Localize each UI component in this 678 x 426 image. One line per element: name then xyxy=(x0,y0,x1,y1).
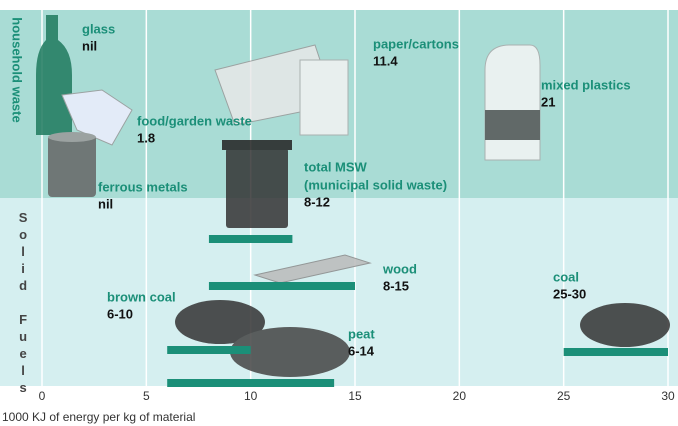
illustrations xyxy=(36,15,670,377)
x-tick-label: 20 xyxy=(453,389,467,403)
group-label: Solid Fuels xyxy=(16,210,31,397)
x-tick-label: 10 xyxy=(244,389,258,403)
value-label: 8-15 xyxy=(383,278,409,293)
item-name: ferrous metals xyxy=(98,179,188,194)
value-label: 11.4 xyxy=(373,53,398,68)
value-label: 8-12 xyxy=(304,194,330,209)
value-label: nil xyxy=(82,38,97,53)
value-label: 6-14 xyxy=(348,343,375,358)
value-label: 1.8 xyxy=(137,130,155,145)
value-label: 6-10 xyxy=(107,306,133,321)
item-name: wood xyxy=(382,261,417,276)
item-name: mixed plastics xyxy=(541,77,631,92)
item-name: paper/cartons xyxy=(373,36,459,51)
value-label: 21 xyxy=(541,94,555,109)
group-label: household waste xyxy=(10,17,25,122)
range-bar xyxy=(208,235,293,243)
item-name: food/garden waste xyxy=(137,113,252,128)
x-tick-label: 30 xyxy=(661,389,675,403)
item-name: glass xyxy=(82,21,115,36)
value-label: nil xyxy=(98,196,113,211)
range-bar xyxy=(167,346,251,354)
x-tick-label: 25 xyxy=(557,389,571,403)
x-tick-label: 5 xyxy=(143,389,150,403)
range-bar xyxy=(167,379,335,387)
item-name: total MSW xyxy=(304,159,368,174)
item-name: coal xyxy=(553,269,579,284)
item-name: brown coal xyxy=(107,289,176,304)
item-name: (municipal solid waste) xyxy=(304,177,447,192)
x-tick-label: 15 xyxy=(348,389,362,403)
x-tick-label: 0 xyxy=(39,389,46,403)
x-axis-title: 1000 KJ of energy per kg of material xyxy=(2,410,195,424)
range-bar xyxy=(208,282,355,290)
item-name: peat xyxy=(348,326,375,341)
value-label: 25-30 xyxy=(553,286,586,301)
range-bar xyxy=(563,348,668,356)
